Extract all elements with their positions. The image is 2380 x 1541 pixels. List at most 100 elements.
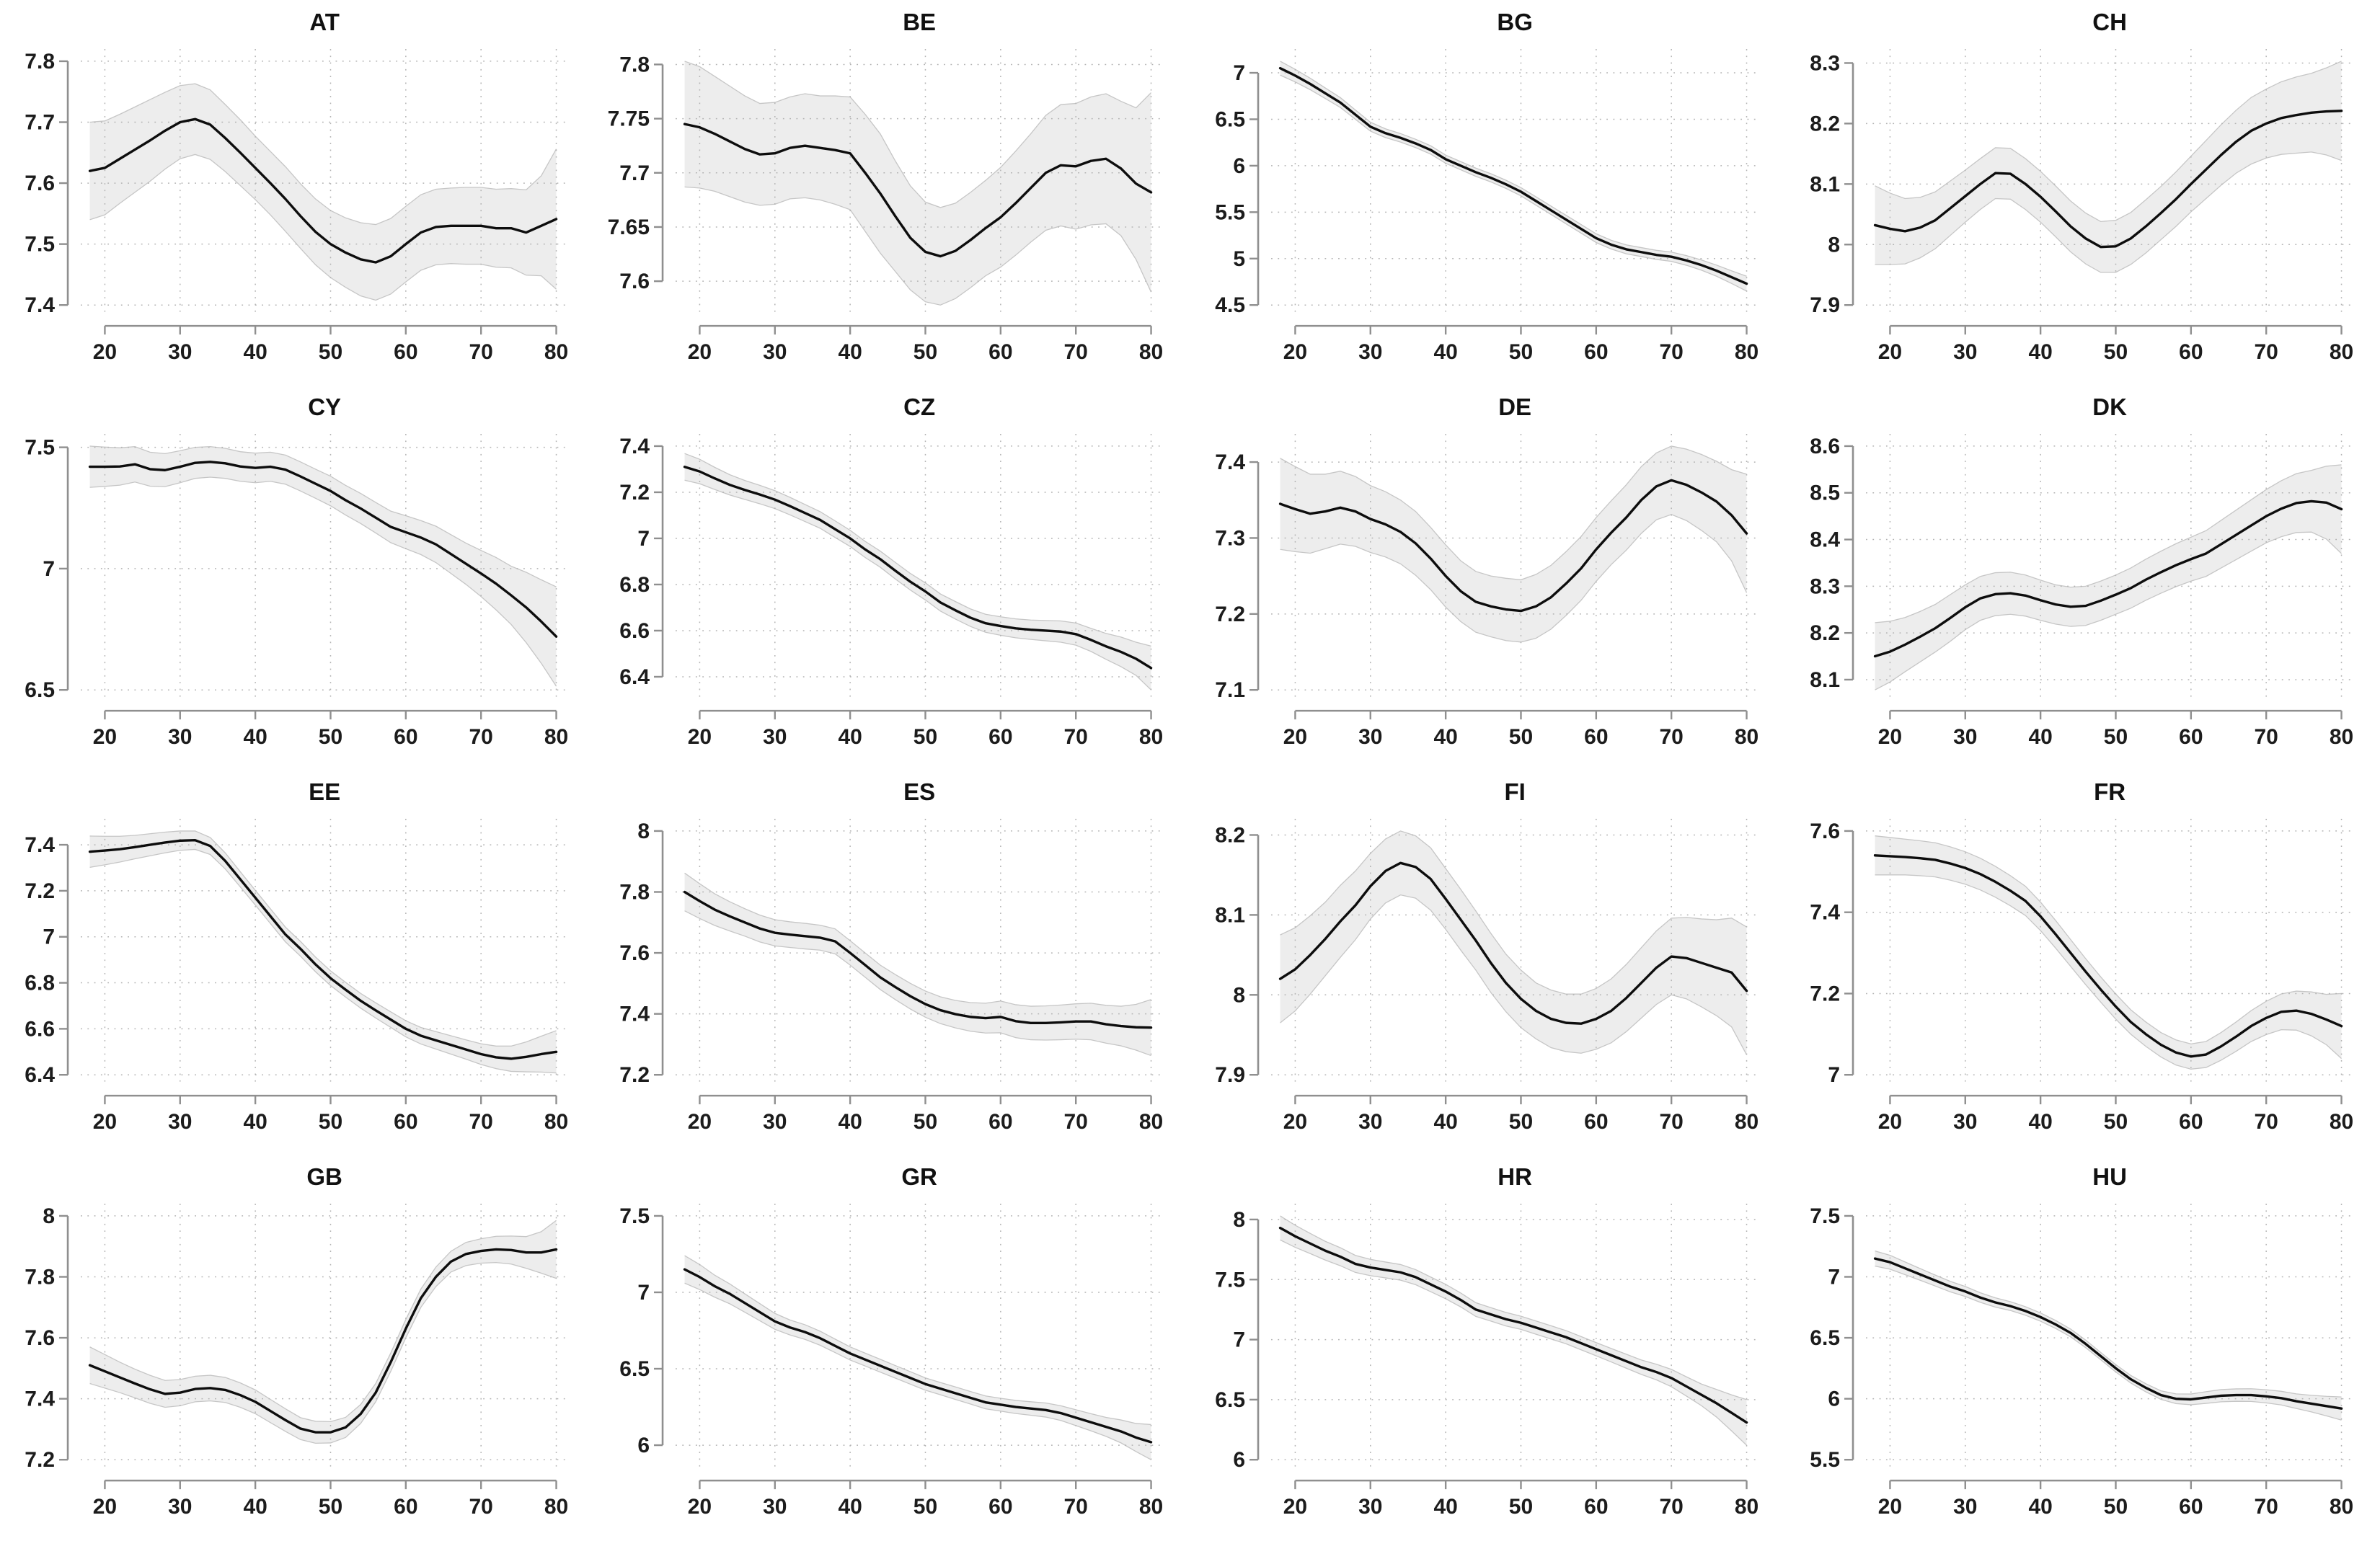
x-tick-label: 50 [2104,725,2128,749]
x-tick-label: 70 [469,340,492,364]
x-tick-label: 50 [319,725,342,749]
y-axis: 7.9 8 8.1 8.2 8.3 [1810,51,1854,317]
x-tick-label: 80 [544,725,568,749]
confidence-band [684,61,1151,306]
x-tick-label: 40 [1433,1496,1457,1519]
y-tick-label: 8 [43,1204,55,1228]
x-axis: 20 30 40 50 60 70 80 [93,324,568,364]
x-axis: 20 30 40 50 60 70 80 [688,1095,1163,1134]
trend-line [684,891,1153,1029]
x-tick-label: 60 [394,1496,417,1519]
y-tick-label: 8.4 [1810,528,1840,552]
x-tick-label: 50 [913,340,937,364]
x-tick-label: 30 [763,1110,787,1134]
y-tick-label: 5.5 [1810,1449,1840,1473]
y-tick-label: 7 [1828,1266,1840,1289]
x-tick-label: 20 [1283,1110,1306,1134]
x-tick-label: 40 [839,1496,862,1519]
x-tick-label: 60 [2179,340,2203,364]
panel-title: CY [308,394,341,420]
trend-line [1873,854,2343,1058]
y-tick-label: 7.5 [25,436,55,460]
grid-lines [1270,819,1759,1088]
y-axis: 6 6.5 7 7.5 8 [1215,1208,1259,1473]
x-tick-label: 30 [168,340,192,364]
y-tick-label: 7.9 [1215,1064,1245,1088]
y-axis: 6.4 6.6 6.8 7 7.2 7.4 [25,833,69,1088]
band-edge-lower [1279,1240,1747,1447]
band-edge-upper [684,453,1151,647]
grid-lines [81,434,569,703]
x-tick-label: 20 [688,1110,712,1134]
x-axis: 20 30 40 50 60 70 80 [1877,1480,2353,1519]
x-tick-label: 40 [2028,340,2052,364]
y-tick-label: 8 [1233,984,1245,1008]
band-edge-upper [1875,464,2342,623]
chart-panel-ee: 6.4 6.6 6.8 7 7.2 7.4 20 30 40 50 60 70 80 EE [0,770,595,1155]
x-axis: 20 30 40 50 60 70 80 [93,1480,568,1519]
y-tick-label: 7.9 [1810,293,1840,317]
x-tick-label: 30 [1953,725,1977,749]
y-tick-label: 7.4 [1215,450,1245,474]
x-tick-label: 80 [1139,1110,1163,1134]
x-tick-label: 30 [763,725,787,749]
x-tick-label: 70 [1659,1110,1683,1134]
y-tick-label: 6.5 [25,678,55,702]
band-edge-upper [1279,1215,1747,1400]
trend-line [1873,499,2343,658]
trend-line [88,461,558,639]
grid-lines [81,49,569,318]
y-tick-label: 6 [638,1434,650,1458]
x-tick-label: 80 [1734,725,1758,749]
x-tick-label: 50 [1508,1496,1532,1519]
panel-svg-hr: 6 6.5 7 7.5 8 20 30 40 50 60 70 80 HR [1215,1163,1759,1519]
y-axis: 6.4 6.6 6.8 7 7.2 7.4 [620,435,664,689]
confidence-band [1280,1216,1747,1446]
confidence-band [1875,1251,2342,1421]
band-edge-lower [1279,514,1747,643]
x-axis: 20 30 40 50 60 70 80 [1877,1095,2353,1134]
y-tick-label: 6 [1233,154,1245,178]
x-tick-label: 70 [1064,340,1088,364]
x-tick-label: 40 [243,1110,267,1134]
y-tick-label: 6 [1828,1387,1840,1411]
panel-svg-at: 7.4 7.5 7.6 7.7 7.8 20 30 40 50 60 70 80 AT [25,9,569,364]
y-tick-label: 6.5 [1215,107,1245,131]
x-tick-label: 40 [839,1110,862,1134]
y-tick-label: 6.6 [25,1018,55,1042]
panel-title: DE [1498,394,1531,420]
band-edge-lower [684,479,1152,690]
y-tick-label: 8.2 [1215,824,1245,848]
y-tick-label: 7.7 [25,111,55,135]
panel-title: BG [1497,9,1533,35]
y-tick-label: 8.2 [1810,621,1840,645]
panel-svg-de: 7.1 7.2 7.3 7.4 20 30 40 50 60 70 80 DE [1215,394,1759,749]
y-axis: 7.1 7.2 7.3 7.4 [1215,450,1259,702]
grid-lines [81,819,569,1088]
y-tick-label: 5.5 [1215,200,1245,224]
grid-lines [676,1204,1164,1473]
panel-svg-fr: 7 7.2 7.4 7.6 20 30 40 50 60 70 80 FR [1810,778,2353,1134]
x-tick-label: 70 [2254,1496,2278,1519]
panel-svg-be: 7.6 7.65 7.7 7.75 7.8 20 30 40 50 60 70 80 BE [608,9,1164,364]
x-tick-label: 70 [1659,340,1683,364]
x-tick-label: 70 [1064,725,1088,749]
y-tick-label: 8 [638,820,650,843]
x-tick-label: 80 [1139,1496,1163,1519]
x-tick-label: 50 [913,725,937,749]
y-axis: 6 6.5 7 7.5 [620,1204,664,1458]
x-axis: 20 30 40 50 60 70 80 [1877,709,2353,749]
panel-svg-cy: 6.5 7 7.5 20 30 40 50 60 70 80 CY [25,394,569,749]
x-tick-label: 80 [2330,1110,2353,1134]
y-tick-label: 6.8 [25,972,55,995]
panel-title: AT [309,9,340,35]
x-tick-label: 40 [1433,1110,1457,1134]
band-edge-lower [1875,151,2342,273]
x-tick-label: 30 [1358,1110,1382,1134]
x-tick-label: 60 [2179,725,2203,749]
y-tick-label: 7.5 [620,1204,650,1228]
x-axis: 20 30 40 50 60 70 80 [688,324,1163,364]
x-tick-label: 60 [988,1496,1012,1519]
x-tick-label: 20 [688,340,712,364]
trend-line [88,1248,558,1434]
